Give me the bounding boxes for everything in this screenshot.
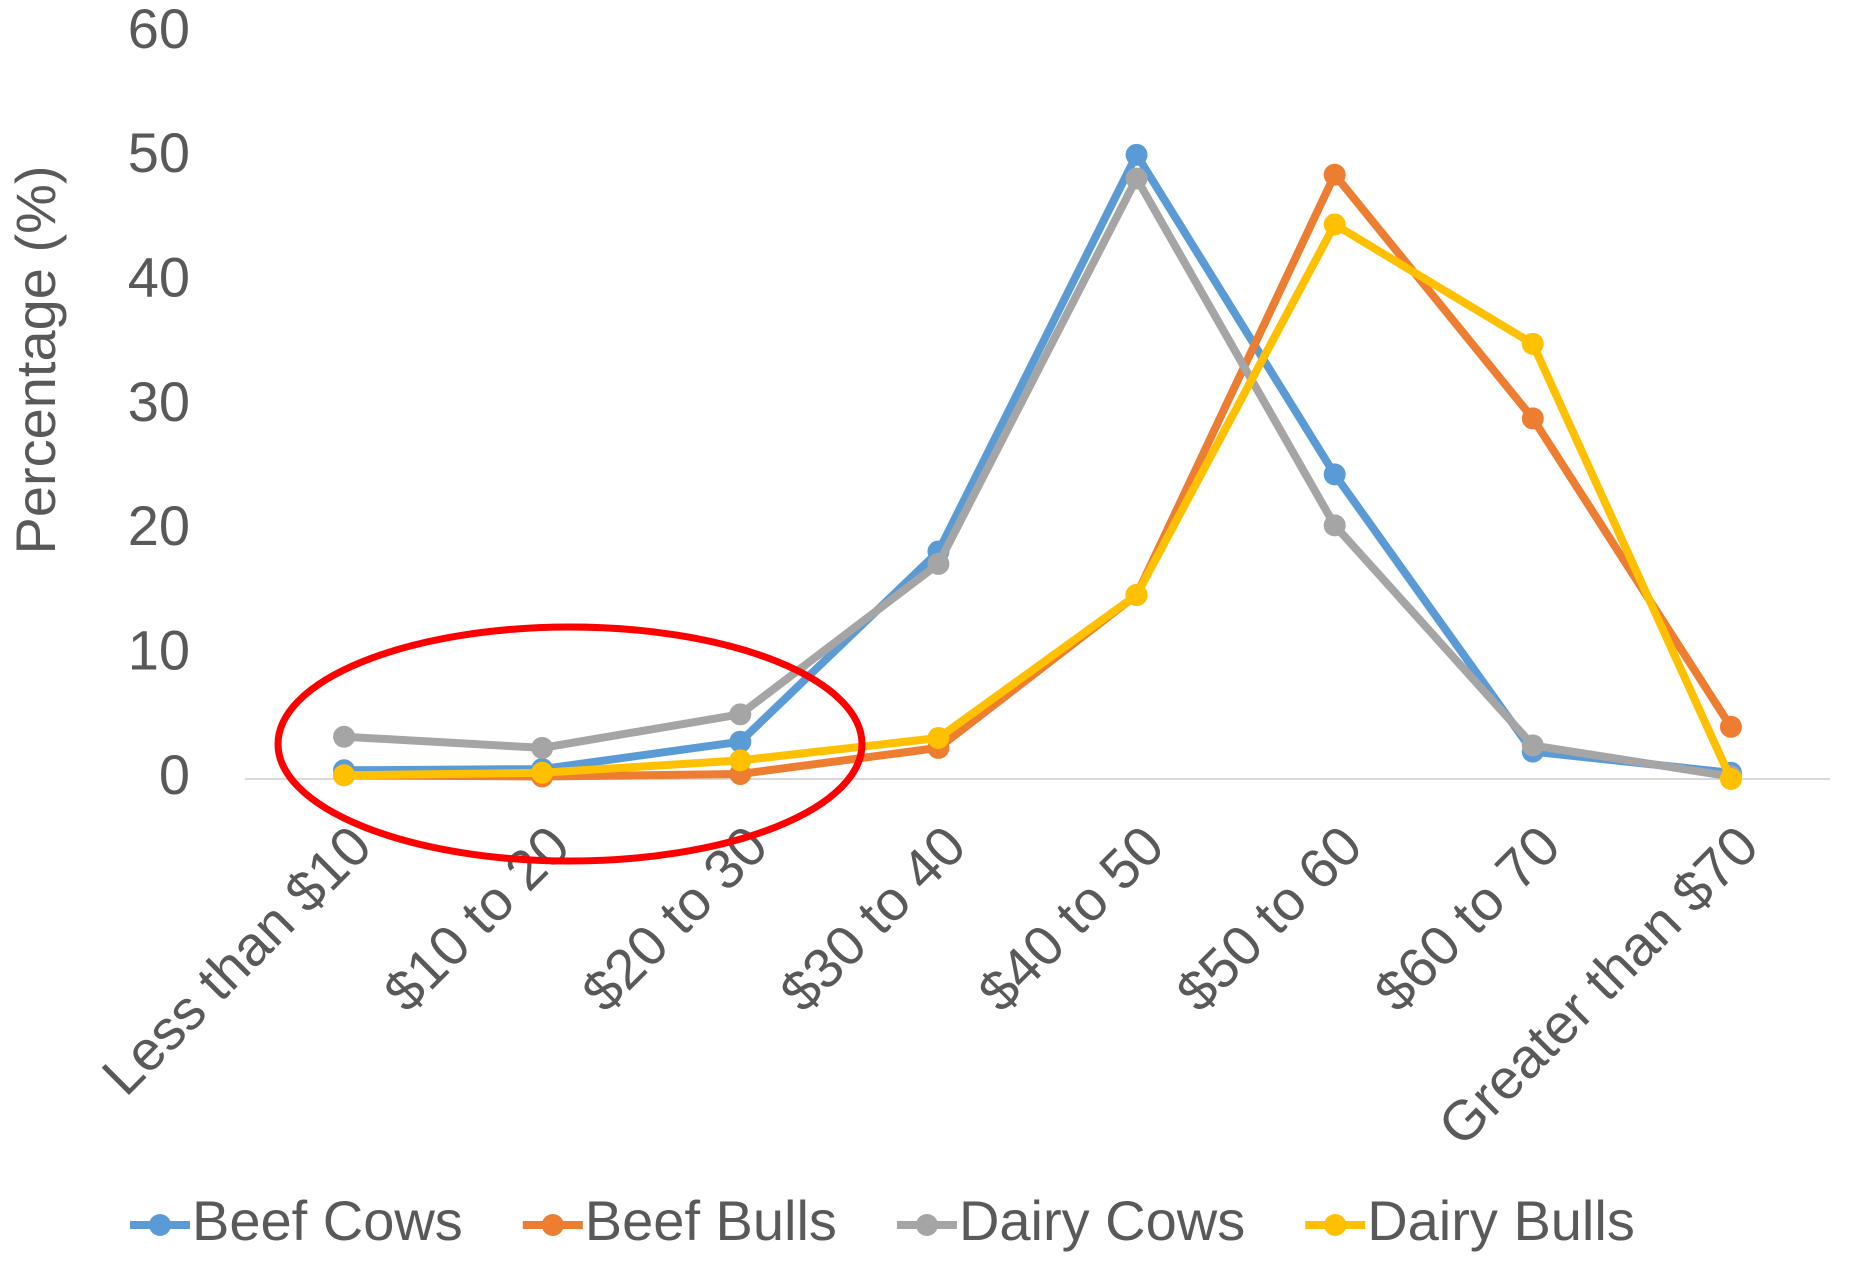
data-point xyxy=(1323,514,1346,537)
series-line xyxy=(344,150,1732,777)
x-tick-label: $50 to 60 xyxy=(1164,813,1374,1023)
legend-marker xyxy=(149,1214,171,1236)
data-point xyxy=(1323,163,1346,186)
x-tick-label: $60 to 70 xyxy=(1362,813,1572,1023)
y-tick-label: 0 xyxy=(159,743,190,806)
y-tick-label: 40 xyxy=(128,245,190,308)
y-tick-label: 60 xyxy=(128,0,190,60)
x-tick-label: $20 to 30 xyxy=(570,813,780,1023)
data-point xyxy=(1719,768,1742,790)
legend-item: Dairy Bulls xyxy=(1305,1189,1635,1252)
data-point xyxy=(531,736,554,759)
data-point xyxy=(1719,715,1742,738)
data-point xyxy=(333,764,356,787)
legend-marker xyxy=(541,1214,564,1236)
data-point xyxy=(927,726,950,749)
data-point xyxy=(1521,332,1544,355)
data-point xyxy=(1125,143,1148,166)
data-point xyxy=(729,749,752,772)
legend-label: Beef Bulls xyxy=(585,1189,837,1252)
data-point xyxy=(1323,213,1346,236)
x-tick-label: $10 to 20 xyxy=(371,813,581,1023)
series-line xyxy=(344,220,1735,781)
legend-marker xyxy=(1324,1214,1347,1236)
y-tick-label: 30 xyxy=(128,370,190,433)
legend-marker xyxy=(915,1214,938,1236)
legend-label: Dairy Cows xyxy=(959,1189,1245,1252)
data-point xyxy=(531,761,554,784)
data-point xyxy=(1125,583,1148,606)
x-tick-label: Less than $10 xyxy=(90,813,383,1106)
data-point xyxy=(729,703,752,726)
data-point xyxy=(1521,407,1544,430)
legend-item: Dairy Cows xyxy=(896,1189,1245,1252)
y-tick-label: 20 xyxy=(128,494,190,557)
series-line xyxy=(344,170,1735,781)
y-tick-label: 50 xyxy=(128,121,190,184)
data-point xyxy=(1125,167,1148,190)
x-tick-label: $40 to 50 xyxy=(966,813,1176,1023)
data-point xyxy=(333,725,356,748)
legend-item: Beef Bulls xyxy=(522,1189,837,1252)
series-line xyxy=(343,174,1732,781)
y-axis-label: Percentage (%) xyxy=(4,165,67,554)
legend-label: Dairy Bulls xyxy=(1367,1189,1635,1252)
data-point xyxy=(1323,463,1346,486)
legend-label: Beef Cows xyxy=(192,1189,463,1252)
data-point xyxy=(1521,734,1544,757)
legend-item: Beef Cows xyxy=(130,1189,463,1252)
x-tick-label: $30 to 40 xyxy=(768,813,978,1023)
y-tick-label: 10 xyxy=(128,618,190,681)
data-point xyxy=(927,552,950,575)
